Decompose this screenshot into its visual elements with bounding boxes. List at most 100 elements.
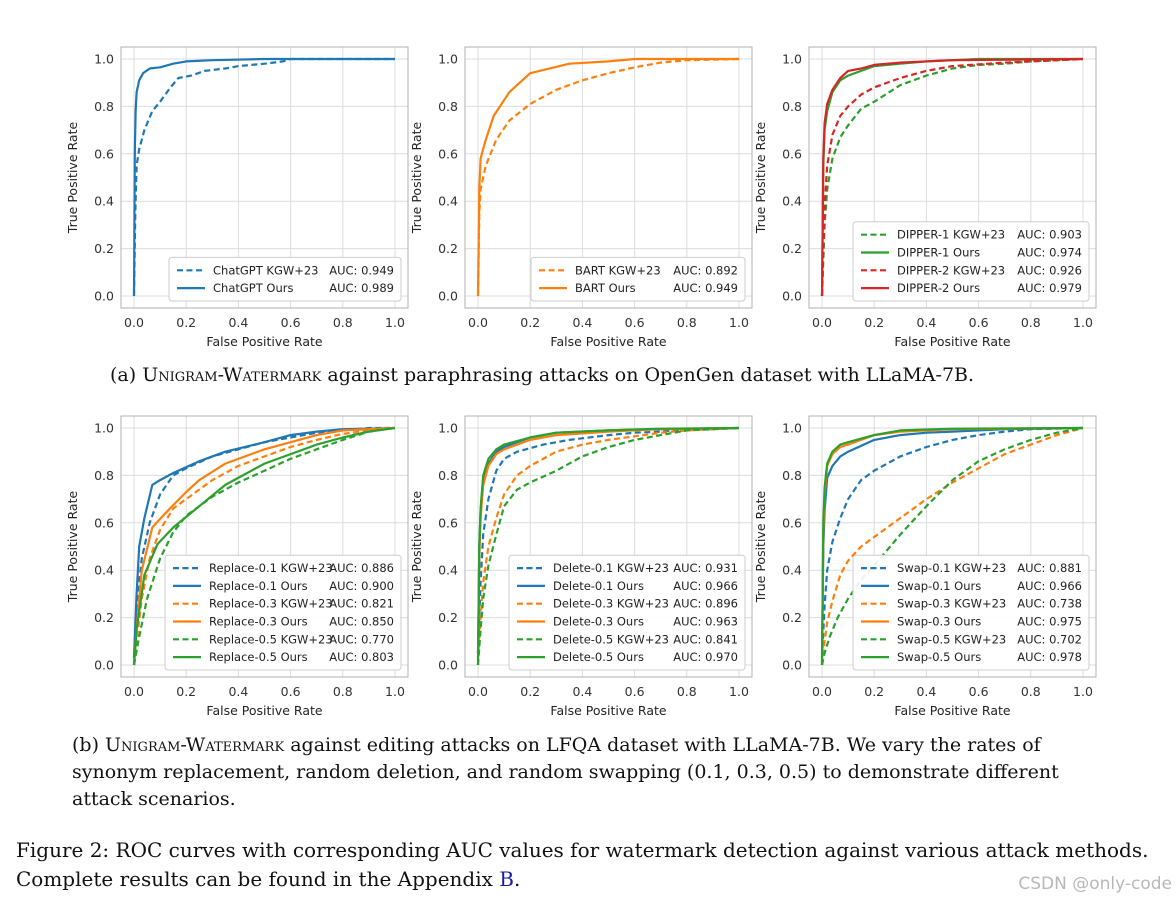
x-tick-label: 0.8 — [333, 684, 353, 699]
x-tick-label: 1.0 — [385, 315, 405, 330]
y-tick-label: 0.6 — [782, 515, 802, 530]
roc-curve-5 — [820, 426, 1084, 666]
caption-a: (a) Unigram-Watermark against paraphrasi… — [110, 364, 974, 386]
roc-panel-3: 0.0 0.0 0.2 0.2 0.4 0.4 0.6 0.6 0.8 0.8 1.0 1.0 Fals… — [753, 46, 1097, 349]
legend-box — [530, 256, 746, 302]
roc-panel-1: 0.0 0.0 0.2 0.2 0.4 0.4 0.6 0.6 0.8 0.8 1.0 1.0 Fals… — [65, 46, 409, 349]
y-tick-label: 0.6 — [438, 515, 458, 530]
y-tick-label: 0.2 — [438, 610, 458, 625]
figure-caption-text: Figure 2: ROC curves with corresponding … — [16, 838, 1149, 891]
roc-curve-1 — [132, 57, 395, 297]
x-tick-label: 1.0 — [1073, 315, 1093, 330]
roc-curve-4 — [132, 426, 396, 666]
legend-box — [508, 554, 746, 671]
legend-auc: AUC: 0.970 — [673, 650, 738, 664]
legend-auc: AUC: 0.931 — [673, 561, 738, 575]
x-tick-label: 0.2 — [176, 315, 196, 330]
x-tick-label: 0.4 — [572, 315, 592, 330]
legend-label: Replace-0.5 Ours — [209, 650, 308, 664]
roc-curve-3 — [820, 57, 1084, 297]
x-tick-label: 0.6 — [969, 684, 989, 699]
legend-label: Delete-0.3 Ours — [553, 615, 644, 629]
x-tick-label: 0.2 — [176, 684, 196, 699]
y-tick-label: 0.2 — [94, 241, 114, 256]
y-tick-label: 0.6 — [438, 146, 458, 161]
caption-a-prefix: (a) — [110, 364, 143, 386]
x-axis-label: False Positive Rate — [206, 334, 322, 349]
roc-curve-6 — [820, 426, 1084, 666]
roc-curve-6 — [132, 426, 396, 666]
y-axis-label: True Positive Rate — [409, 122, 424, 235]
appendix-link[interactable]: B — [499, 867, 514, 891]
legend-auc: AUC: 0.881 — [1017, 561, 1082, 575]
y-tick-label: 0.8 — [438, 468, 458, 483]
y-tick-label: 0.8 — [438, 99, 458, 114]
y-axis-label: True Positive Rate — [753, 122, 768, 235]
legend-label: DIPPER-1 KGW+23 — [897, 228, 1005, 242]
legend-auc: AUC: 0.841 — [673, 632, 738, 646]
x-tick-label: 0.6 — [625, 684, 645, 699]
caption-a-method: Unigram-Watermark — [142, 364, 322, 386]
y-tick-label: 0.0 — [438, 289, 458, 304]
x-tick-label: 0.0 — [468, 315, 488, 330]
x-tick-label: 0.0 — [124, 315, 144, 330]
y-tick-label: 0.6 — [782, 146, 802, 161]
axes-frame — [120, 46, 409, 309]
roc-curve-3 — [132, 426, 396, 666]
legend-label: Replace-0.1 KGW+23 — [209, 561, 333, 575]
y-tick-label: 1.0 — [438, 421, 458, 436]
legend-label: Swap-0.5 KGW+23 — [897, 632, 1006, 646]
roc-curve-1 — [476, 57, 740, 297]
roc-curve-2 — [132, 57, 395, 297]
legend-label: Delete-0.5 Ours — [553, 650, 644, 664]
legend-label: BART Ours — [575, 281, 636, 295]
figure-caption-end: . — [513, 867, 521, 891]
y-tick-label: 0.4 — [94, 194, 114, 209]
legend-label: Delete-0.1 Ours — [553, 579, 644, 593]
legend-label: Replace-0.3 KGW+23 — [209, 597, 333, 611]
y-tick-label: 0.0 — [782, 658, 802, 673]
roc-curve-1 — [820, 426, 1084, 658]
roc-curve-5 — [476, 426, 740, 666]
legend-auc: AUC: 0.974 — [1017, 246, 1082, 260]
legend-auc: AUC: 0.702 — [1017, 632, 1082, 646]
roc-curve-2 — [132, 426, 396, 658]
x-tick-label: 1.0 — [385, 684, 405, 699]
y-tick-label: 0.6 — [94, 515, 114, 530]
x-tick-label: 0.8 — [333, 315, 353, 330]
legend-label: Replace-0.5 KGW+23 — [209, 632, 333, 646]
y-axis-label: True Positive Rate — [65, 122, 80, 235]
legend-auc: AUC: 0.963 — [673, 615, 738, 629]
x-tick-label: 1.0 — [729, 315, 749, 330]
x-axis-label: False Positive Rate — [550, 703, 666, 718]
x-tick-label: 0.2 — [864, 315, 884, 330]
y-tick-label: 0.0 — [94, 658, 114, 673]
roc-curve-2 — [476, 57, 739, 297]
x-tick-label: 0.8 — [677, 684, 697, 699]
legend-auc: AUC: 0.738 — [1017, 597, 1082, 611]
legend-auc: AUC: 0.770 — [329, 632, 394, 646]
caption-a-text: against paraphrasing attacks on OpenGen … — [321, 364, 975, 386]
x-tick-label: 0.6 — [625, 315, 645, 330]
x-tick-label: 1.0 — [1073, 684, 1093, 699]
x-tick-label: 0.0 — [468, 684, 488, 699]
y-axis-label: True Positive Rate — [65, 491, 80, 604]
y-tick-label: 0.2 — [94, 610, 114, 625]
legend-auc: AUC: 0.989 — [329, 281, 394, 295]
legend-auc: AUC: 0.903 — [1017, 228, 1082, 242]
legend-box — [168, 256, 402, 302]
y-tick-label: 0.8 — [782, 468, 802, 483]
x-tick-label: 0.0 — [812, 684, 832, 699]
x-tick-label: 0.6 — [969, 315, 989, 330]
legend: Delete-0.1 KGW+23 AUC: 0.931 Delete-0.1 Ou… — [508, 554, 746, 671]
legend-label: Delete-0.3 KGW+23 — [553, 597, 669, 611]
legend-label: BART KGW+23 — [575, 263, 661, 277]
caption-b-method: Unigram-Watermark — [105, 734, 285, 756]
y-tick-label: 0.0 — [94, 289, 114, 304]
legend-auc: AUC: 0.926 — [1017, 263, 1082, 277]
y-tick-label: 0.0 — [782, 289, 802, 304]
legend-auc: AUC: 0.975 — [1017, 615, 1082, 629]
legend-auc: AUC: 0.966 — [673, 579, 738, 593]
